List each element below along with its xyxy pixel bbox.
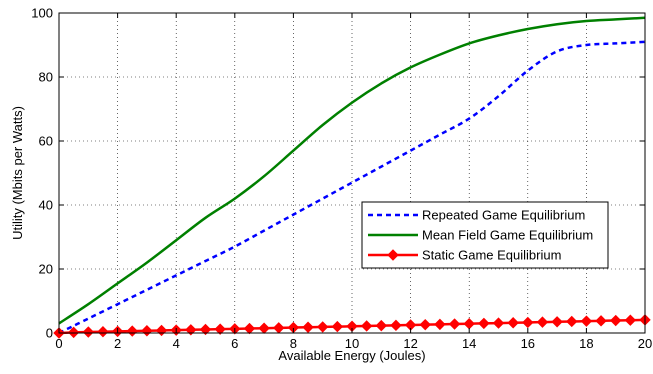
- series-point-static-game-equilibrium: [302, 321, 314, 333]
- series-point-static-game-equilibrium: [214, 323, 226, 335]
- series-point-static-game-equilibrium: [331, 320, 344, 333]
- series-point-static-game-equilibrium: [566, 315, 578, 328]
- series-point-static-game-equilibrium: [551, 316, 563, 328]
- axis-ticks: 0 2 4 6 8 10 12 14 16 18 20 0 20 40 60 80 100: [31, 6, 652, 352]
- x-tick-label: 20: [638, 336, 652, 351]
- series-point-static-game-equilibrium: [478, 317, 490, 330]
- x-tick-label: 16: [521, 336, 535, 351]
- y-tick-label: 60: [39, 134, 53, 149]
- series-point-static-game-equilibrium: [624, 314, 637, 326]
- series-point-static-game-equilibrium: [536, 316, 549, 328]
- x-tick-label: 14: [462, 336, 476, 351]
- series-point-static-game-equilibrium: [434, 318, 446, 331]
- series-point-static-game-equilibrium: [126, 325, 138, 337]
- x-tick-label: 2: [114, 336, 121, 351]
- y-tick-label: 100: [31, 6, 53, 21]
- series-point-static-game-equilibrium: [609, 314, 622, 327]
- legend-label-repeated-game-equilibrium: Repeated Game Equilibrium: [422, 208, 585, 223]
- legend-label-mean-field-game-equilibrium: Mean Field Game Equilibrium: [422, 228, 593, 243]
- y-tick-label: 0: [46, 326, 53, 341]
- series-point-static-game-equilibrium: [522, 316, 534, 329]
- series-group: [53, 16, 651, 339]
- series-point-static-game-equilibrium: [390, 319, 402, 332]
- x-tick-label: 0: [55, 336, 62, 351]
- x-tick-label: 4: [173, 336, 180, 351]
- x-tick-label: 18: [579, 336, 593, 351]
- y-axis-label: Utility (Mbits per Watts): [10, 106, 25, 240]
- legend: Repeated Game Equilibrium Mean Field Game…: [361, 201, 609, 269]
- series-point-static-game-equilibrium: [199, 323, 212, 336]
- series-point-static-game-equilibrium: [419, 318, 431, 331]
- series-point-static-game-equilibrium: [580, 315, 593, 327]
- series-point-static-game-equilibrium: [185, 324, 197, 336]
- series-point-static-game-equilibrium: [507, 317, 519, 329]
- x-tick-label: 6: [231, 336, 238, 351]
- x-tick-label: 12: [403, 336, 417, 351]
- series-point-static-game-equilibrium: [448, 318, 461, 330]
- series-point-static-game-equilibrium: [360, 320, 373, 332]
- x-axis-label: Available Energy (Joules): [278, 348, 425, 363]
- series-point-static-game-equilibrium: [492, 317, 505, 329]
- legend-marker-static-game-equilibrium: [387, 249, 399, 261]
- y-tick-label: 80: [39, 70, 53, 85]
- series-point-static-game-equilibrium: [67, 326, 80, 339]
- y-tick-label: 20: [39, 262, 53, 277]
- series-point-static-game-equilibrium: [243, 322, 256, 335]
- series-point-static-game-equilibrium: [595, 315, 607, 327]
- series-point-static-game-equilibrium: [82, 326, 95, 338]
- y-tick-label: 40: [39, 198, 53, 213]
- legend-label-static-game-equilibrium: Static Game Equilibrium: [422, 248, 561, 263]
- series-line-mean-field-game-equilibrium: [58, 16, 646, 325]
- series-point-static-game-equilibrium: [375, 319, 388, 332]
- series-point-static-game-equilibrium: [316, 321, 329, 333]
- x-tick-label: 10: [345, 336, 359, 351]
- x-tick-label: 8: [290, 336, 297, 351]
- series-point-static-game-equilibrium: [97, 326, 109, 338]
